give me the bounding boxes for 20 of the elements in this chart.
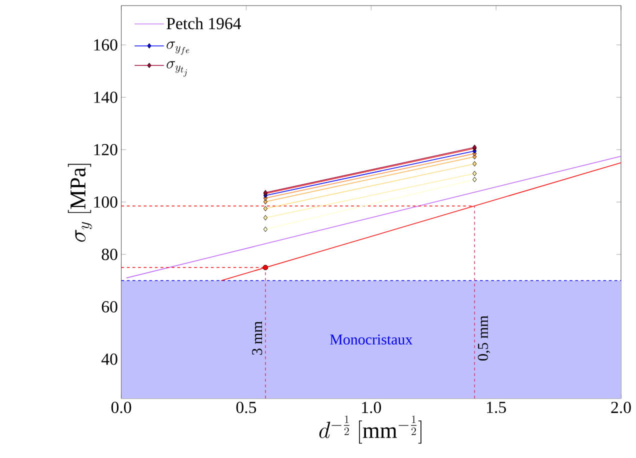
x-tick-label: 1.5 <box>487 402 506 413</box>
band-label: Monocristaux <box>330 334 412 344</box>
y-tick-label: 60 <box>102 300 118 312</box>
x-tick-label: 1.0 <box>362 402 381 413</box>
y-tick-label: 140 <box>94 91 118 103</box>
legend-label: $\sigma_{y_{fe}}$ <box>166 41 190 55</box>
y-axis-title: $\sigma_y\ [\mathrm{MPa}]$ <box>68 164 92 242</box>
annotation: 3 mm <box>252 321 262 355</box>
x-axis-title: $d^{-\frac{1}{2}}\ [\mathrm{mm}^{-\frac{1}{2}}]$ <box>319 415 422 444</box>
y-tick-label: 80 <box>102 248 118 260</box>
y-tick-label: 40 <box>101 353 118 365</box>
y-tick-label: 100 <box>94 196 118 208</box>
y-tick-label: 120 <box>94 144 118 156</box>
x-tick-label: 2.0 <box>611 402 631 413</box>
legend-label: $\text{Petch 1964}$ <box>166 17 242 29</box>
y-tick-label: 160 <box>94 39 118 50</box>
x-tick-label: 0.5 <box>236 402 256 413</box>
legend-label: $\sigma_{y_{t_j}}$ <box>166 60 187 76</box>
annotation: 0,5 mm <box>478 315 490 360</box>
x-tick-label: 0.0 <box>111 402 132 413</box>
